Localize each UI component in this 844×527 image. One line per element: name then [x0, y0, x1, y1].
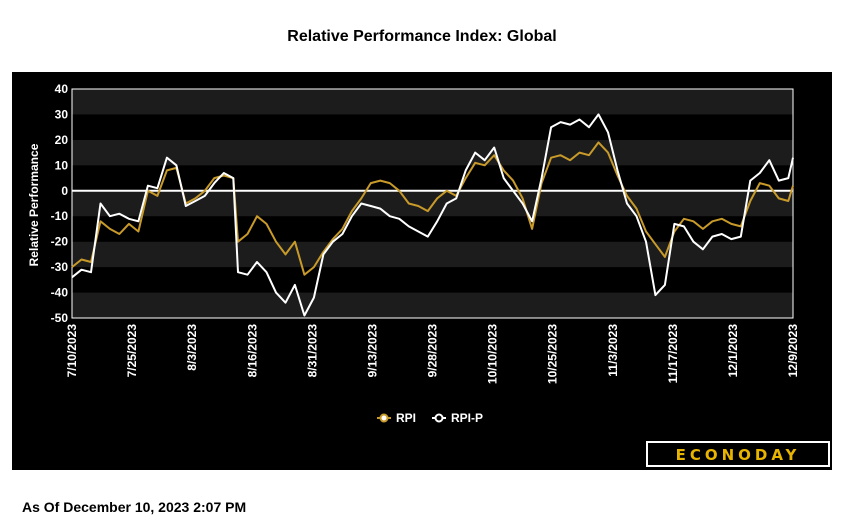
legend-label-rpi: RPI	[396, 411, 416, 425]
legend-label-rpi-p: RPI-P	[451, 411, 483, 425]
y-tick-label: 0	[61, 184, 68, 198]
y-tick-label: -20	[51, 235, 69, 249]
x-tick-label: 8/31/2023	[305, 324, 319, 378]
y-tick-label: -40	[51, 286, 69, 300]
econoday-logo: ECONODAY	[646, 441, 830, 467]
logo-text: ECONODAY	[675, 446, 801, 464]
plot-band	[72, 292, 793, 318]
x-tick-label: 7/10/2023	[65, 324, 79, 378]
x-tick-label: 10/10/2023	[486, 324, 500, 384]
y-axis-ticks: 40 30 20 10 0 -10 -20 -30 -40 -50	[51, 82, 69, 325]
plot-band	[72, 89, 793, 115]
series-lines	[71, 113, 794, 317]
x-tick-label: 10/25/2023	[546, 324, 560, 384]
plot-band	[72, 267, 793, 293]
chart-title: Relative Performance Index: Global	[287, 28, 557, 45]
legend-item-rpi-p[interactable]: RPI-P	[432, 411, 483, 425]
as-of-timestamp: As Of December 10, 2023 2:07 PM	[22, 499, 247, 515]
y-tick-label: 30	[55, 107, 69, 121]
x-tick-label: 12/1/2023	[726, 324, 740, 378]
y-axis-label: Relative Performance	[27, 143, 41, 266]
x-tick-label: 12/9/2023	[786, 324, 800, 378]
x-tick-label: 11/17/2023	[666, 324, 680, 384]
y-tick-label: 40	[55, 82, 69, 96]
series-line-rpi-p	[71, 113, 794, 317]
x-tick-label: 9/13/2023	[365, 324, 379, 378]
y-tick-label: 20	[55, 133, 69, 147]
plot-bands	[71, 88, 794, 319]
plot-band	[72, 139, 793, 166]
series-line-rpi	[71, 141, 794, 276]
x-tick-label: 9/28/2023	[426, 324, 440, 378]
x-tick-label: 8/16/2023	[245, 324, 259, 378]
x-tick-label: 11/3/2023	[606, 324, 620, 377]
legend-item-rpi[interactable]: RPI	[377, 411, 416, 425]
y-tick-label: -30	[51, 260, 69, 274]
x-tick-label: 8/3/2023	[185, 324, 199, 371]
y-tick-label: 10	[55, 158, 69, 172]
x-tick-label: 7/25/2023	[125, 324, 139, 378]
x-axis-ticks: 7/10/2023 7/25/2023 8/3/2023 8/16/2023 8/31/…	[65, 324, 800, 384]
y-tick-label: -50	[51, 311, 69, 325]
plot-band	[72, 241, 793, 268]
legend: RPI RPI-P	[377, 411, 483, 425]
plot-band	[72, 114, 793, 140]
plot-border	[71, 88, 794, 319]
plot-band	[72, 165, 793, 191]
y-tick-label: -10	[51, 209, 69, 223]
